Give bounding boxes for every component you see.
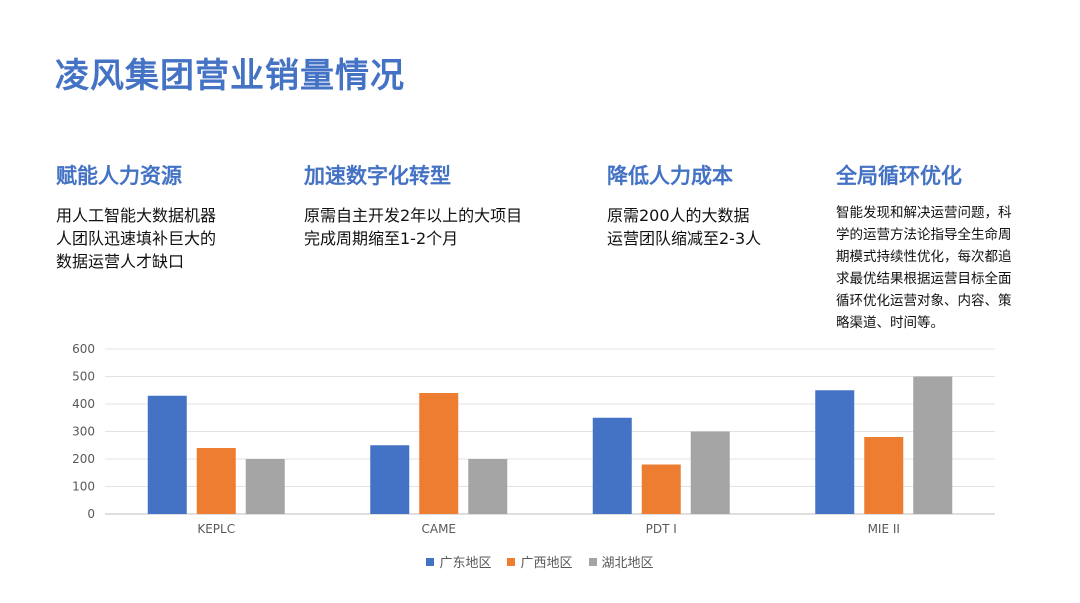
- bar: [641, 464, 681, 514]
- bar: [815, 390, 855, 514]
- feature-heading: 加速数字化转型: [304, 164, 451, 188]
- y-tick-label: 0: [87, 507, 95, 521]
- feature-line: 运营团队缩减至2-3人: [607, 229, 762, 248]
- feature-line: 智能发现和解决运营问题，科: [836, 205, 1012, 221]
- feature-line: 数据运营人才缺口: [56, 252, 185, 271]
- feature-line: 原需200人的大数据: [607, 206, 750, 225]
- feature-line: 期模式持续性优化，每次都追: [836, 249, 1012, 265]
- bar: [245, 459, 285, 514]
- y-tick-label: 300: [72, 425, 95, 439]
- feature-line: 求最优结果根据运营目标全面: [836, 271, 1012, 287]
- y-tick-label: 400: [72, 397, 95, 411]
- legend-item: 广西地区: [507, 552, 573, 571]
- x-tick-label: CAME: [421, 522, 456, 536]
- bar: [690, 431, 730, 514]
- feature-line: 人团队迅速填补巨大的: [56, 229, 217, 248]
- feature-hr: 赋能人力资源 用人工智能大数据机器 人团队迅速填补巨大的 数据运营人才缺口: [56, 160, 216, 273]
- feature-heading: 全局循环优化: [836, 164, 962, 188]
- feature-cost: 降低人力成本 原需200人的大数据 运营团队缩减至2-3人: [607, 160, 761, 250]
- page-title: 凌风集团营业销量情况: [55, 56, 405, 96]
- feature-line: 原需自主开发2年以上的大项目: [304, 206, 523, 225]
- feature-body: 用人工智能大数据机器 人团队迅速填补巨大的 数据运营人才缺口: [56, 204, 216, 273]
- legend-label: 湖北地区: [601, 556, 654, 571]
- y-tick-label: 200: [72, 452, 95, 466]
- legend-label: 广西地区: [520, 556, 573, 571]
- legend-item: 湖北地区: [588, 552, 654, 571]
- legend-swatch: [426, 557, 435, 566]
- y-tick-label: 100: [72, 480, 95, 494]
- bar: [370, 445, 410, 514]
- feature-line: 循环优化运营对象、内容、策: [836, 293, 1012, 309]
- feature-heading: 赋能人力资源: [56, 164, 182, 188]
- chart-legend: 广东地区 广西地区 湖北地区: [0, 552, 1080, 571]
- x-tick-label: PDT I: [646, 522, 677, 536]
- bar: [592, 417, 632, 514]
- bar: [419, 393, 459, 514]
- feature-body: 原需200人的大数据 运营团队缩减至2-3人: [607, 204, 761, 250]
- feature-line: 完成周期缩至1-2个月: [304, 229, 459, 248]
- bar: [468, 459, 508, 514]
- legend-swatch: [588, 557, 597, 566]
- feature-line: 用人工智能大数据机器: [56, 206, 217, 225]
- y-tick-label: 500: [72, 370, 95, 384]
- feature-loop: 全局循环优化 智能发现和解决运营问题，科 学的运营方法论指导全生命周 期模式持续…: [836, 160, 1012, 334]
- feature-body: 智能发现和解决运营问题，科 学的运营方法论指导全生命周 期模式持续性优化，每次都…: [836, 202, 1012, 334]
- bar: [913, 376, 953, 514]
- legend-item: 广东地区: [426, 552, 491, 571]
- bar: [864, 437, 904, 514]
- feature-body: 原需自主开发2年以上的大项目 完成周期缩至1-2个月: [304, 204, 522, 250]
- feature-line: 学的运营方法论指导全生命周: [836, 227, 1012, 243]
- feature-digital: 加速数字化转型 原需自主开发2年以上的大项目 完成周期缩至1-2个月: [304, 160, 522, 250]
- bar: [196, 448, 236, 514]
- legend-label: 广东地区: [439, 556, 492, 571]
- x-tick-label: MIE II: [868, 522, 900, 536]
- bar: [147, 395, 187, 514]
- x-tick-label: KEPLC: [197, 522, 235, 536]
- feature-heading: 降低人力成本: [607, 164, 733, 188]
- y-tick-label: 600: [72, 342, 95, 356]
- feature-line: 略渠道、时间等。: [836, 315, 944, 331]
- legend-swatch: [507, 557, 516, 566]
